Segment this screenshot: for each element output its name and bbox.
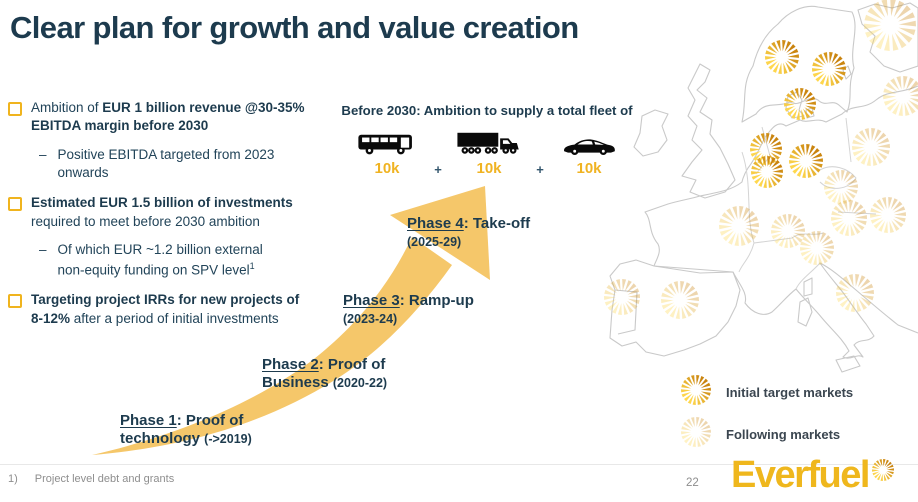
phase-3-label: Phase 3: Ramp-up (2023-24): [343, 292, 474, 327]
footnote: 1) Project level debt and grants: [8, 473, 174, 485]
market-sunburst-markers: [604, 0, 918, 319]
map-mainland: [644, 85, 918, 359]
phase-1-label: Phase 1: Proof of technology (->2019): [120, 412, 252, 448]
slide-title: Clear plan for growth and value creation: [10, 10, 579, 45]
plus-sign: +: [536, 162, 544, 177]
phase-4-label: Phase 4: Take-off (2025-29): [407, 215, 531, 250]
map-gotland: [842, 65, 852, 80]
footer-divider: [0, 464, 918, 465]
following-market-marker: [771, 214, 805, 248]
map-sicily: [835, 355, 861, 373]
page-number: 22: [686, 477, 699, 489]
following-market-marker: [661, 281, 699, 319]
initial-market-marker: [751, 156, 783, 188]
sub-list-item: – Positive EBITDA targeted from 2023 onw…: [39, 146, 291, 183]
legend-label: Following markets: [726, 426, 841, 442]
fleet-heading: Before 2030: Ambition to supply a total …: [341, 103, 633, 118]
map-corsica: [803, 277, 813, 297]
everfuel-logo: Everfuel: [731, 454, 894, 496]
arrow-head: [390, 186, 490, 280]
growth-arrow: [92, 186, 490, 455]
legend-row-following: Following markets: [681, 416, 853, 452]
phase-2-label: Phase 2: Proof of Business (2020-22): [262, 356, 388, 392]
initial-market-sunburst-icon: [681, 374, 711, 410]
checkbox-bullet-icon: [8, 197, 22, 212]
initial-market-marker: [812, 52, 846, 86]
everfuel-logo-text: Everfuel: [731, 454, 870, 496]
key-points-list: Ambition of EUR 1 billion revenue @30-35…: [8, 99, 314, 338]
truck-icon: [451, 128, 527, 156]
sub-list-item: – Of which EUR ~1.2 billion external non…: [39, 241, 291, 279]
initial-market-marker: [784, 88, 816, 120]
legend-row-initial: Initial target markets: [681, 374, 854, 410]
initial-market-marker: [765, 40, 799, 74]
dash-bullet-icon: –: [39, 242, 47, 258]
following-market-marker: [836, 274, 874, 312]
map-scandinavia: [741, 5, 856, 123]
europe-map-outlines: [609, 2, 918, 373]
fleet-count-truck: 10k: [476, 160, 502, 177]
following-market-marker: [883, 76, 918, 116]
map-legend: Initial target markets Following markets: [681, 374, 854, 460]
following-market-marker: [604, 279, 640, 315]
dash-bullet-icon: –: [39, 146, 47, 162]
following-market-marker: [864, 0, 916, 51]
fleet-count-car: 10k: [576, 160, 602, 177]
following-market-marker: [719, 206, 759, 246]
map-sardinia: [797, 297, 813, 327]
list-item: Ambition of EUR 1 billion revenue @30-35…: [8, 99, 314, 136]
list-item: Estimated EUR 1.5 billion of investments…: [8, 194, 314, 231]
checkbox-bullet-icon: [8, 102, 22, 116]
map-finland: [857, 2, 918, 73]
initial-market-marker: [789, 144, 823, 178]
fleet-ambition-block: Before 2030: Ambition to supply a total …: [333, 103, 641, 177]
legend-label: Initial target markets: [726, 384, 854, 400]
map-iberia: [609, 259, 741, 357]
following-market-marker: [800, 231, 834, 265]
bus-icon: [349, 128, 425, 156]
following-market-sunburst-icon: [681, 416, 711, 452]
arrow-shaft: [92, 237, 452, 455]
following-market-marker: [824, 170, 858, 204]
list-item: Targeting project IRRs for new projects …: [8, 291, 314, 328]
plus-sign: +: [434, 162, 442, 177]
checkbox-bullet-icon: [8, 294, 22, 309]
fleet-grid: 10k + 10k + 10k: [333, 128, 641, 177]
following-market-marker: [852, 128, 890, 166]
car-icon: [553, 128, 625, 156]
following-market-marker: [870, 197, 906, 233]
everfuel-sunburst-icon: [871, 459, 894, 486]
map-internal-borders: [738, 117, 877, 290]
fleet-count-bus: 10k: [374, 160, 400, 177]
following-market-marker: [831, 200, 867, 236]
footnote-reference: 1: [249, 260, 255, 271]
map-great-britain: [681, 63, 736, 199]
footnote-marker: 1): [8, 473, 18, 485]
map-portugal-border: [614, 289, 638, 335]
map-ireland: [633, 109, 669, 157]
footnote-text: Project level debt and grants: [34, 473, 175, 485]
